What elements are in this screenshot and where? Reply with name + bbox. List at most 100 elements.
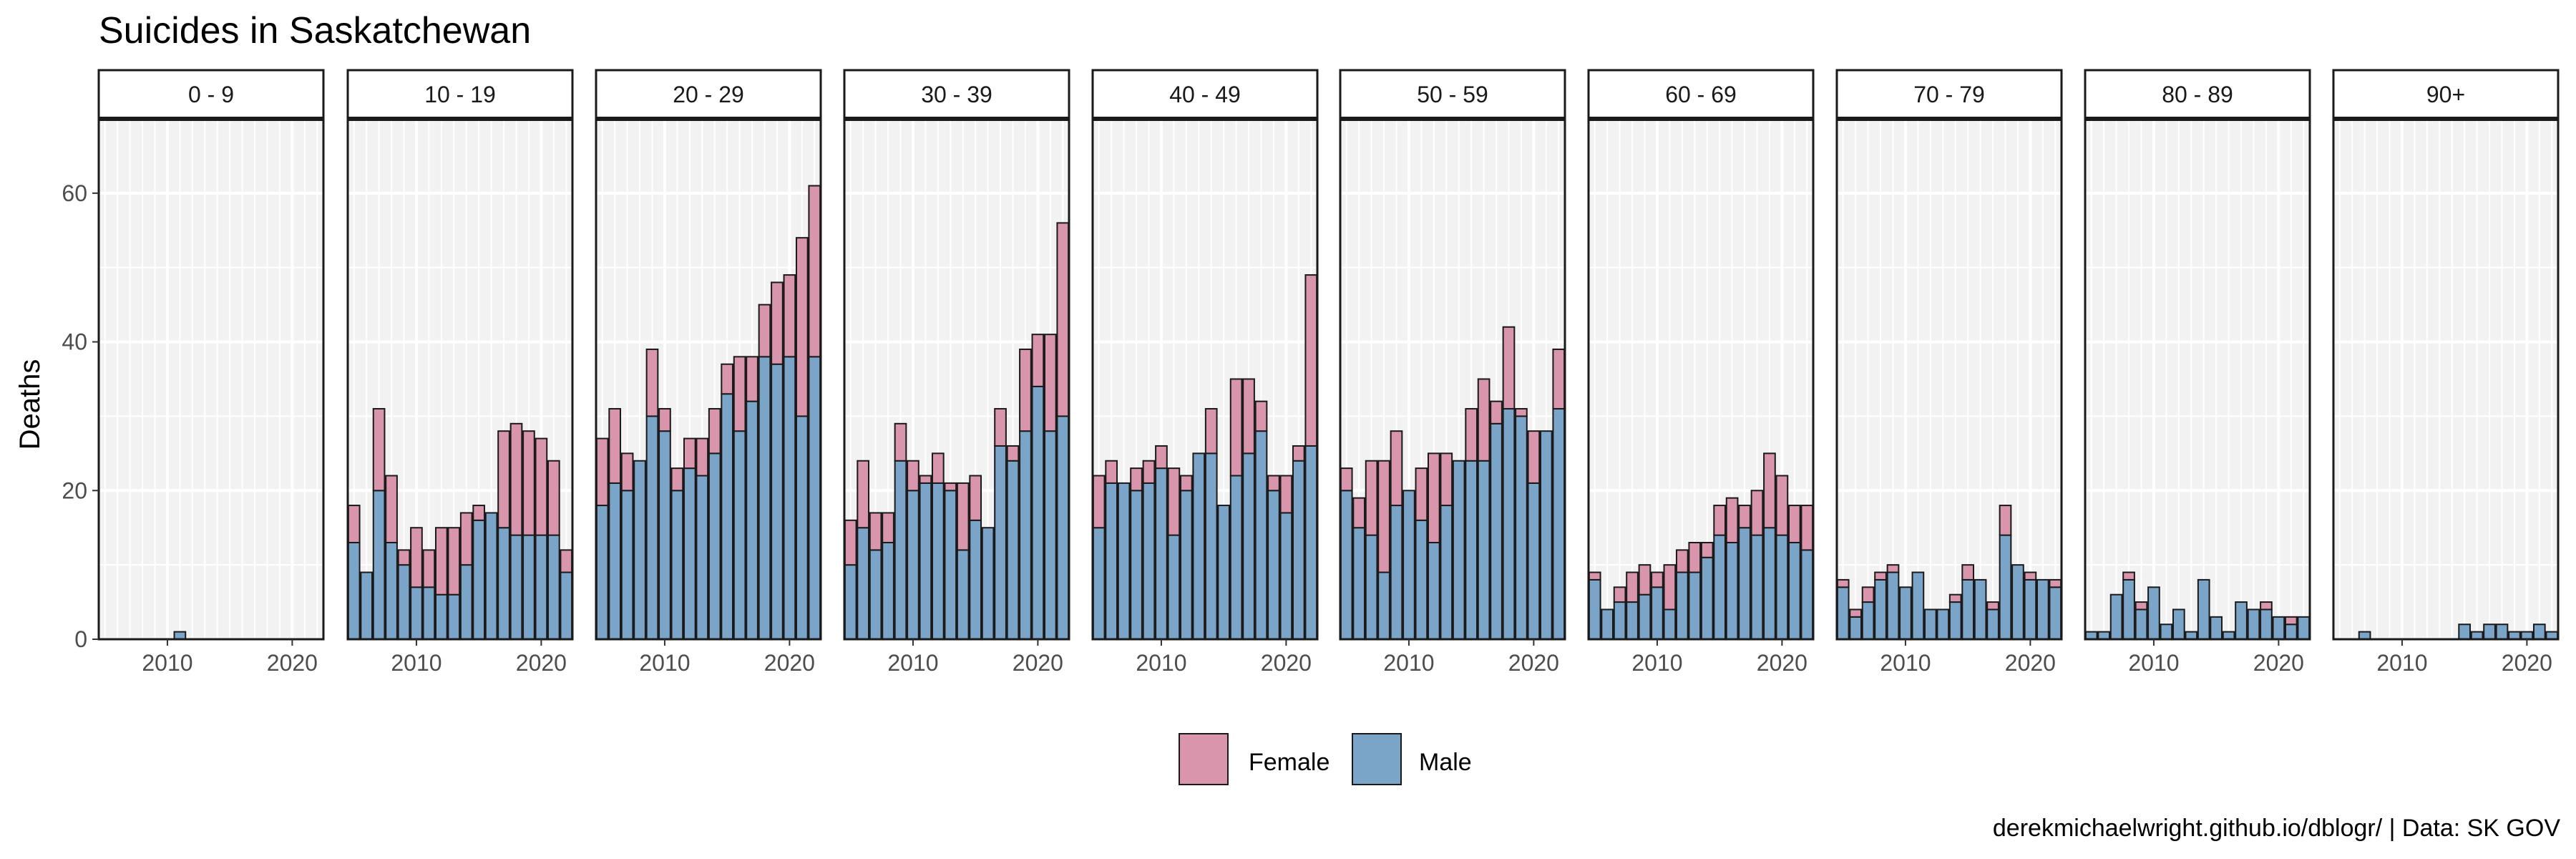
facet-panel: 0 - 9 2010 2020 0 20 40 60 [62, 69, 325, 676]
y-tick-label: 40 [62, 329, 87, 355]
bar-female [1688, 541, 1702, 573]
bar-male [931, 482, 945, 641]
x-tick-label: 2010 [1383, 650, 1434, 676]
bar-female [372, 408, 386, 492]
bar-female [1415, 467, 1428, 521]
bar-male [981, 527, 995, 641]
bar-female [1886, 564, 1900, 573]
bar-male [2122, 578, 2135, 641]
bar-male [2470, 631, 2484, 640]
bar-male [1688, 571, 1702, 640]
bar-male [1006, 460, 1020, 640]
bar-male [1948, 601, 1962, 640]
bar-male [758, 356, 771, 640]
bar-male [484, 512, 498, 641]
bar-male [1974, 578, 1987, 641]
panel-background [2333, 119, 2558, 639]
bar-female [1092, 475, 1106, 529]
bar-male [1142, 482, 1156, 641]
bar-female [758, 304, 771, 358]
bar-female [535, 437, 548, 536]
bar-female [2284, 616, 2298, 626]
bar-male [1427, 541, 1440, 640]
y-tick-label: 20 [62, 477, 87, 503]
bar-male [1775, 534, 1789, 640]
legend-key [1179, 733, 1229, 785]
x-tick-label: 2020 [1261, 650, 1312, 676]
bar-male [2222, 631, 2235, 640]
bar-male [645, 415, 659, 641]
strip-box [843, 69, 1070, 120]
bar-female [1465, 408, 1478, 462]
bar-male [1377, 571, 1390, 640]
bar-female [1948, 593, 1962, 603]
caption: derekmichaelwright.github.io/dblogr/ | D… [1993, 815, 2560, 842]
bar-female [708, 408, 721, 455]
bar-female [1874, 571, 1887, 581]
bar-male [1527, 482, 1541, 641]
bar-male [1155, 467, 1168, 641]
bar-male [1861, 601, 1875, 640]
bar-female [1675, 549, 1689, 573]
bar-male [2458, 623, 2472, 641]
bar-female [919, 475, 932, 484]
strip-label: 60 - 69 [1665, 82, 1737, 107]
bar-male [633, 460, 646, 640]
bar-female [447, 527, 461, 596]
legend: Female Male [1179, 733, 1472, 785]
bar-male [1292, 460, 1305, 640]
bar-male [1626, 601, 1639, 640]
bar-male [808, 356, 821, 640]
bar-male [1713, 534, 1727, 640]
bar-male [620, 490, 634, 640]
bar-male [1043, 430, 1057, 640]
bar-female [422, 549, 436, 588]
x-tick-label: 2010 [1631, 650, 1682, 676]
x-tick-label: 2020 [1757, 650, 1807, 676]
bar-female [1490, 400, 1503, 424]
bar-male [1105, 482, 1118, 641]
panel-background [99, 119, 323, 639]
bar-male [1477, 460, 1491, 640]
bar-male [2358, 631, 2371, 640]
facet-panel: 20 - 29 2010 2020 [595, 69, 822, 676]
bar-male [1849, 616, 1863, 640]
x-tick-label: 2020 [2502, 650, 2552, 676]
x-tick-label: 2010 [2376, 650, 2427, 676]
bar-female [1254, 400, 1268, 432]
bar-female [1477, 378, 1491, 462]
bar-male [907, 490, 919, 640]
bar-female [1502, 326, 1516, 410]
bar-female [1999, 505, 2012, 536]
bar-male [1651, 586, 1664, 640]
bar-male [894, 460, 907, 640]
bar-male [919, 482, 932, 641]
bar-female [1651, 571, 1664, 588]
bar-male [2235, 601, 2248, 640]
bar-male [2483, 623, 2496, 641]
bar-female [1613, 586, 1626, 603]
bar-female [1763, 452, 1776, 529]
bar-male [956, 549, 970, 640]
bar-male [472, 519, 486, 640]
bar-female [1204, 408, 1218, 455]
bar-male [1130, 490, 1143, 640]
bar-male [696, 475, 709, 640]
bar-male [1899, 586, 1912, 640]
x-tick-label: 2020 [2005, 650, 2056, 676]
bar-male [1874, 578, 1887, 641]
strip-box [2084, 69, 2311, 120]
bar-male [844, 564, 857, 641]
bar-male [1539, 430, 1553, 640]
bar-male [708, 452, 721, 640]
bar-male [1663, 608, 1677, 641]
bar-male [1279, 512, 1293, 641]
bar-male [869, 549, 882, 640]
bar-male [2109, 593, 2123, 641]
bar-male [746, 400, 758, 641]
bar-male [1613, 601, 1626, 640]
facet-panel: 80 - 89 2010 2020 [2084, 69, 2311, 676]
strip-box [1835, 69, 2063, 120]
bar-female [1056, 222, 1070, 417]
bar-male [2272, 616, 2285, 640]
